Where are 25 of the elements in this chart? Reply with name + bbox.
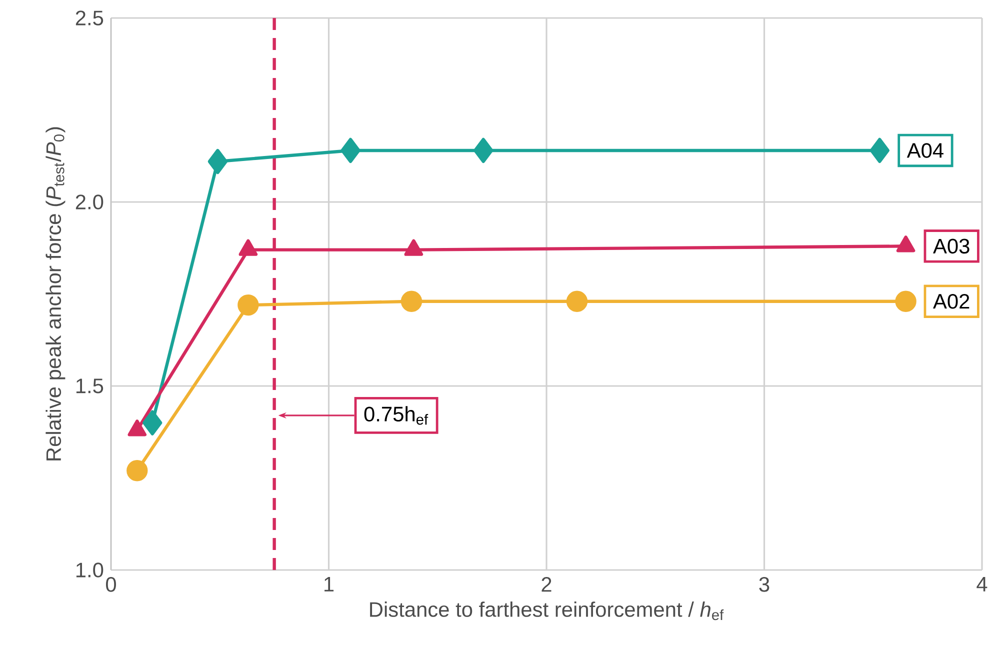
series-label: A04 <box>906 143 944 158</box>
series-label: A03 <box>933 238 970 254</box>
series-label: A02 <box>933 294 970 309</box>
x-tick-label: 3 <box>759 577 770 592</box>
point <box>126 460 148 482</box>
x-axis-title: Distance to farthest reinforcement / h$_{ef}$ <box>370 602 724 620</box>
y-tick-label: 2.0 <box>76 194 104 210</box>
point <box>142 410 162 436</box>
y-tick-label: 1.5 <box>76 378 104 394</box>
point <box>474 138 494 164</box>
point <box>400 290 422 312</box>
point <box>895 290 916 312</box>
y-tick-label: 1.0 <box>76 562 104 578</box>
point <box>340 138 360 164</box>
y-axis-title: Relative peak anchor force (P$_{test}$/P$_{0}$) <box>46 127 66 460</box>
x-tick-label: 1 <box>324 577 334 592</box>
ref-line-label: 0.75h$_{ef}$ <box>364 406 428 425</box>
point <box>238 294 259 316</box>
x-tick-label: 4 <box>976 577 988 592</box>
point <box>566 290 588 312</box>
x-tick-label: 0 <box>106 577 116 592</box>
point <box>208 148 228 174</box>
point <box>870 138 890 164</box>
x-tick-label: 2 <box>542 577 552 592</box>
y-tick-label: 2.5 <box>76 10 104 26</box>
